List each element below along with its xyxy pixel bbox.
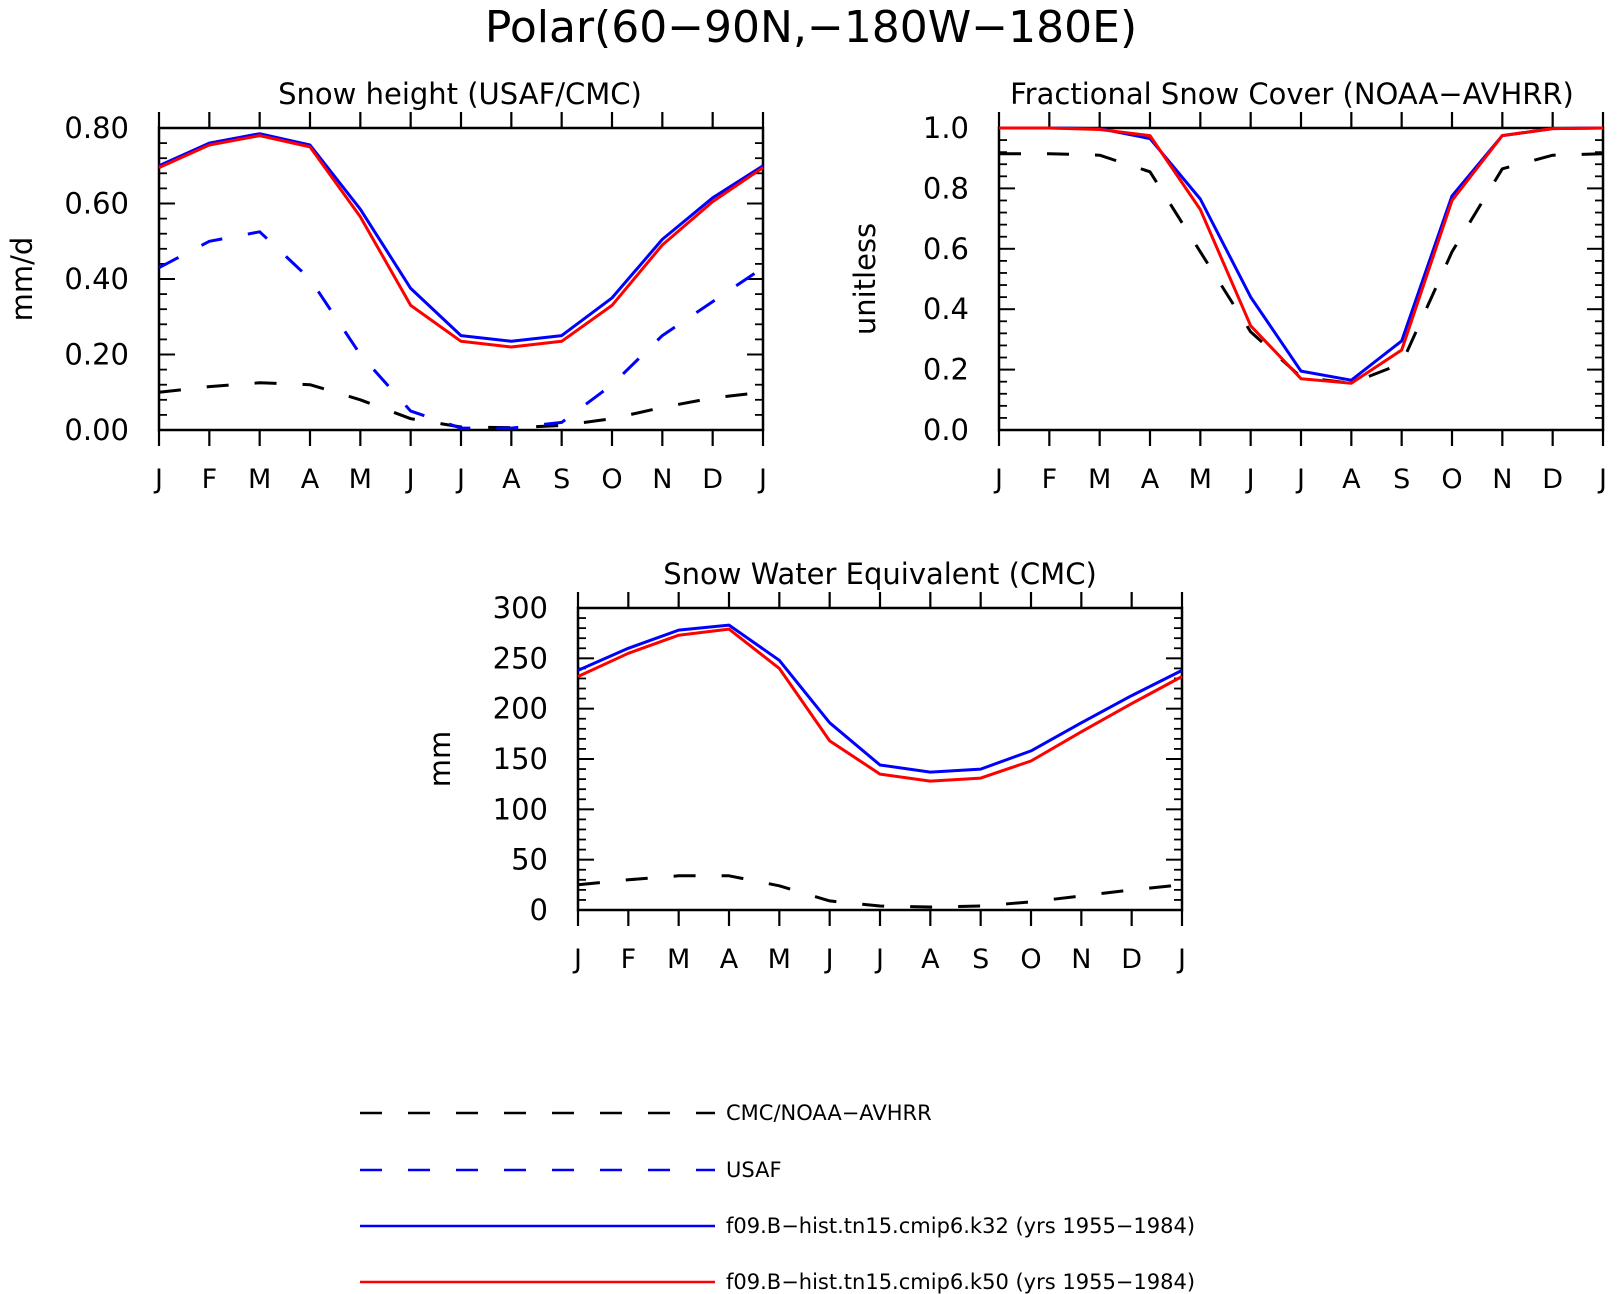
- x-tick-label: M: [1189, 464, 1212, 495]
- y-tick-label: 100: [493, 792, 548, 826]
- y-tick-label: 50: [511, 843, 548, 877]
- x-tick-label: J: [572, 944, 582, 975]
- snow-height-panel: Snow height (USAF/CMC) 0.00 0.20 0.40 0.60 0…: [5, 77, 767, 495]
- series-line-obs: [158, 381, 764, 430]
- x-tick-label: A: [1342, 464, 1361, 495]
- x-tick-label: J: [993, 464, 1003, 495]
- series-line-obs: [577, 874, 1183, 909]
- x-tick-label: D: [702, 464, 723, 495]
- x-tick-label: F: [621, 944, 637, 975]
- y-axis-title: mm/d: [5, 237, 39, 322]
- series-line-k32: [158, 132, 764, 343]
- x-tick-label: J: [757, 464, 767, 495]
- y-tick-label: 0.80: [64, 111, 129, 145]
- y-tick-label: 0.60: [64, 187, 129, 221]
- x-tick-label: J: [1245, 464, 1255, 495]
- x-tick-label: M: [349, 464, 372, 495]
- legend-label: f09.B−hist.tn15.cmip6.k32 (yrs 1955−1984…: [726, 1214, 1195, 1238]
- fractional-snow-cover-panel: Fractional Snow Cover (NOAA−AVHRR) 0.0 0.…: [848, 77, 1607, 495]
- series-line-usaf: [158, 230, 764, 430]
- y-tick-label: 300: [493, 591, 548, 625]
- y-tick-label: 250: [493, 641, 548, 675]
- x-tick-label: A: [720, 944, 739, 975]
- x-tick-label: N: [652, 464, 672, 495]
- series-line-k50: [577, 627, 1183, 783]
- series-line-obs: [999, 152, 1604, 385]
- plot-frame: [157, 126, 765, 432]
- series-layer: [577, 623, 1183, 909]
- legend-label: CMC/NOAA−AVHRR: [726, 1101, 932, 1125]
- x-tick-label: M: [768, 944, 791, 975]
- legend-entry-k50: f09.B−hist.tn15.cmip6.k50 (yrs 1955−1984…: [360, 1270, 1195, 1294]
- x-tick-label: A: [301, 464, 320, 495]
- y-axis-title: mm: [423, 731, 457, 788]
- x-tick-label: O: [1441, 464, 1462, 495]
- x-tick-label: J: [874, 944, 884, 975]
- x-tick-label: F: [1042, 464, 1058, 495]
- legend-entry-obs: CMC/NOAA−AVHRR: [360, 1101, 932, 1125]
- x-tick-label: D: [1542, 464, 1563, 495]
- y-tick-label: 0: [530, 893, 548, 927]
- x-tick-label: J: [1176, 944, 1186, 975]
- x-tick-label: A: [1141, 464, 1160, 495]
- y-tick-label: 0.20: [64, 338, 129, 372]
- x-tick-label: O: [601, 464, 622, 495]
- y-tick-label: 0.40: [64, 262, 129, 296]
- y-tick-label: 0.00: [64, 413, 129, 447]
- x-tick-label: J: [405, 464, 415, 495]
- x-tick-label: O: [1020, 944, 1041, 975]
- snow-water-equivalent-panel: Snow Water Equivalent (CMC) 0 50 100 150 200…: [423, 557, 1186, 975]
- panel-title: Fractional Snow Cover (NOAA−AVHRR): [1010, 77, 1574, 111]
- plot-frame: [576, 606, 1184, 912]
- x-tick-label: J: [824, 944, 834, 975]
- x-tick-label: J: [153, 464, 163, 495]
- legend-label: f09.B−hist.tn15.cmip6.k50 (yrs 1955−1984…: [726, 1270, 1195, 1294]
- x-tick-label: S: [1393, 464, 1410, 495]
- x-tick-label: J: [455, 464, 465, 495]
- series-line-k50: [999, 126, 1604, 385]
- y-tick-label: 0.6: [923, 232, 969, 266]
- y-tick-label: 1.0: [923, 111, 969, 145]
- figure-title: Polar(60−90N,−180W−180E): [485, 2, 1137, 53]
- panel-title: Snow height (USAF/CMC): [278, 77, 642, 111]
- legend-entry-usaf: USAF: [360, 1158, 782, 1182]
- plot-frame: [997, 126, 1605, 432]
- x-tick-label: M: [1088, 464, 1111, 495]
- x-tick-label: N: [1071, 944, 1091, 975]
- series-line-k32: [577, 623, 1183, 774]
- x-tick-label: J: [1295, 464, 1305, 495]
- x-tick-label: M: [667, 944, 690, 975]
- y-tick-label: 0.4: [923, 292, 969, 326]
- x-tick-label: A: [921, 944, 940, 975]
- legend: CMC/NOAA−AVHRR USAF f09.B−hist.tn15.cmip…: [360, 1101, 1195, 1294]
- series-layer: [158, 132, 764, 430]
- x-tick-label: J: [1597, 464, 1607, 495]
- y-tick-label: 0.8: [923, 171, 969, 205]
- series-line-k32: [999, 126, 1604, 382]
- x-tick-label: F: [202, 464, 218, 495]
- panel-title: Snow Water Equivalent (CMC): [663, 557, 1097, 591]
- x-tick-label: M: [248, 464, 271, 495]
- axes: 0.000.200.400.600.80J F M A M J J A S O N D Jmm/d: [5, 111, 767, 495]
- y-axis-title: unitless: [848, 223, 882, 335]
- x-tick-label: N: [1492, 464, 1512, 495]
- x-tick-label: A: [502, 464, 521, 495]
- legend-entry-k32: f09.B−hist.tn15.cmip6.k32 (yrs 1955−1984…: [360, 1214, 1195, 1238]
- y-tick-label: 150: [493, 742, 548, 776]
- series-layer: [999, 126, 1604, 385]
- x-tick-label: S: [972, 944, 989, 975]
- y-tick-label: 0.2: [923, 353, 969, 387]
- legend-label: USAF: [726, 1158, 782, 1182]
- y-tick-label: 0.0: [923, 413, 969, 447]
- series-line-k50: [158, 134, 764, 349]
- x-tick-label: D: [1121, 944, 1142, 975]
- y-tick-label: 200: [493, 692, 548, 726]
- x-tick-label: S: [553, 464, 570, 495]
